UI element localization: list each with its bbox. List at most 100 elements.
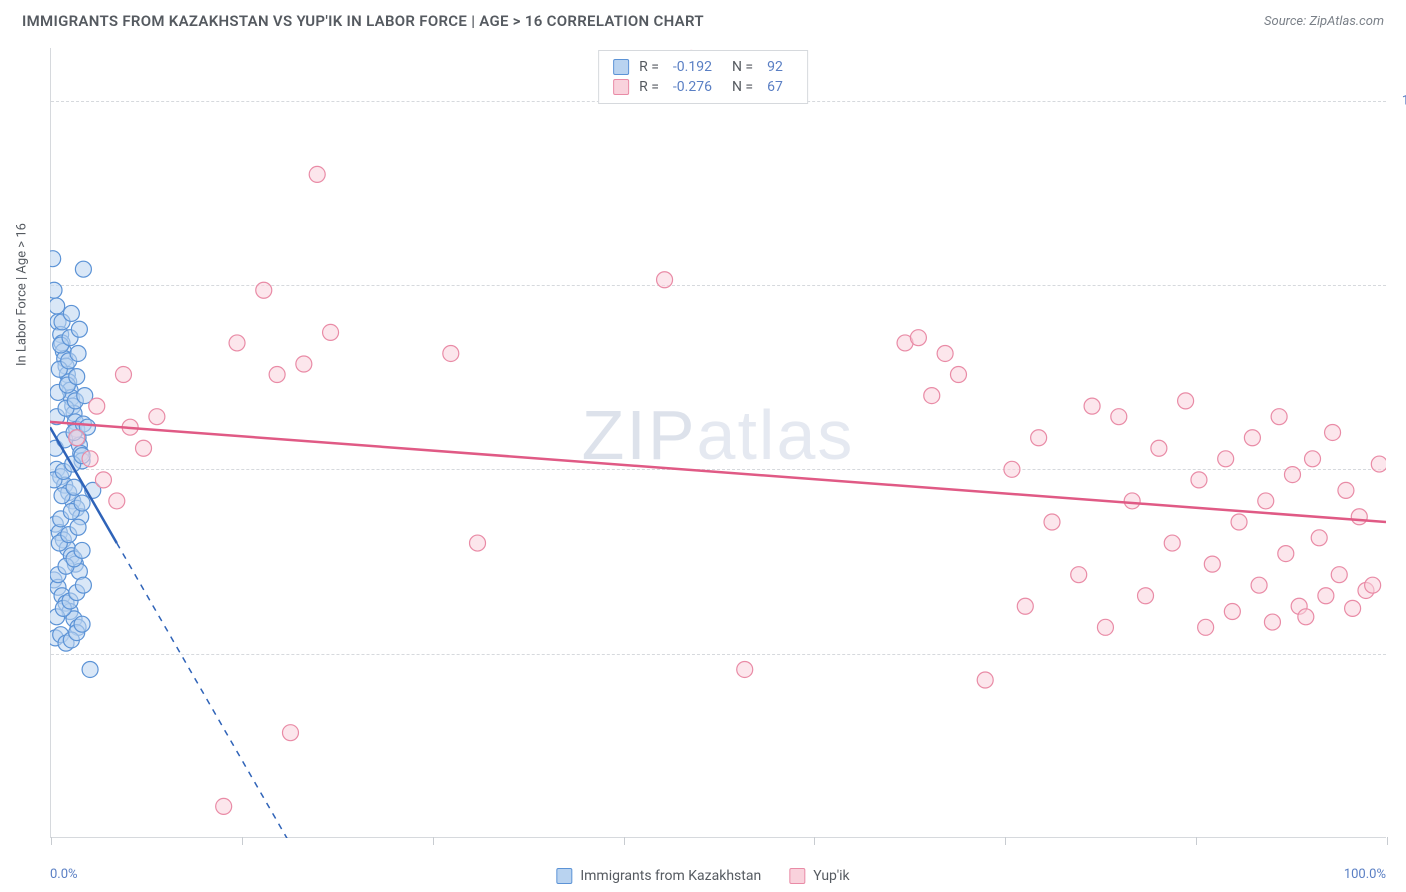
data-point (1331, 567, 1347, 583)
data-point (70, 519, 86, 535)
data-point (470, 535, 486, 551)
data-point (924, 388, 940, 404)
data-point (1097, 619, 1113, 635)
data-point (950, 367, 966, 383)
trend-line (50, 422, 1386, 522)
y-tick-label: 100.0% (1402, 93, 1406, 108)
series-name: Yup'ik (813, 868, 849, 884)
source-attribution: Source: ZipAtlas.com (1264, 14, 1384, 29)
data-point (937, 345, 953, 361)
legend-r-value: -0.192 (673, 59, 712, 75)
data-point (136, 440, 152, 456)
data-point (1164, 535, 1180, 551)
legend-swatch (613, 79, 629, 95)
data-point (1271, 409, 1287, 425)
correlation-legend-row: R = -0.276 N = 67 (613, 77, 793, 97)
data-point (1351, 509, 1367, 525)
data-point (82, 451, 98, 467)
data-point (69, 369, 85, 385)
data-point (1231, 514, 1247, 530)
data-point (1251, 577, 1267, 593)
legend-r-label: R = (639, 79, 659, 95)
data-point (1305, 451, 1321, 467)
series-name: Immigrants from Kazakhstan (580, 868, 761, 884)
legend-n-label: N = (732, 79, 753, 95)
correlation-legend: R = -0.192 N = 92 R = -0.276 N = 67 (598, 50, 808, 104)
legend-swatch (789, 868, 805, 884)
data-point (1204, 556, 1220, 572)
data-point (1198, 619, 1214, 635)
data-point (75, 577, 91, 593)
data-point (82, 661, 98, 677)
data-point (1325, 424, 1341, 440)
data-point (1084, 398, 1100, 414)
data-point (1284, 467, 1300, 483)
legend-n-value: 92 (767, 59, 783, 75)
data-point (1345, 600, 1361, 616)
legend-swatch (556, 868, 572, 884)
data-point (1004, 461, 1020, 477)
series-legend-item: Yup'ik (789, 868, 849, 884)
data-point (50, 282, 62, 298)
correlation-legend-row: R =-0.192N =92 (613, 57, 793, 77)
x-tick (624, 837, 625, 845)
data-point (296, 356, 312, 372)
data-point (256, 282, 272, 298)
data-point (1191, 472, 1207, 488)
x-axis-start-label: 0.0% (50, 867, 78, 882)
data-point (1044, 514, 1060, 530)
data-point (74, 616, 90, 632)
series-legend-item: Immigrants from Kazakhstan (556, 868, 761, 884)
data-point (50, 298, 65, 314)
x-tick (1005, 837, 1006, 845)
x-tick (1196, 837, 1197, 845)
data-point (1218, 451, 1234, 467)
data-point (1111, 409, 1127, 425)
data-point (74, 542, 90, 558)
data-point (149, 409, 165, 425)
data-point (737, 661, 753, 677)
data-point (1244, 430, 1260, 446)
legend-swatch (613, 59, 629, 75)
data-point (75, 261, 91, 277)
x-tick (51, 837, 52, 845)
data-point (1338, 482, 1354, 498)
legend-n-value: 67 (767, 79, 783, 95)
data-point (657, 272, 673, 288)
x-tick (433, 837, 434, 845)
x-tick (1387, 837, 1388, 845)
data-point (1071, 567, 1087, 583)
data-point (1138, 588, 1154, 604)
data-point (977, 672, 993, 688)
data-point (443, 345, 459, 361)
data-point (1371, 456, 1386, 472)
data-point (1318, 588, 1334, 604)
plot-area: 47.5%65.0%82.5%100.0% ZIPatlas (50, 48, 1386, 838)
data-point (309, 166, 325, 182)
data-point (74, 495, 90, 511)
data-point (1224, 604, 1240, 620)
data-point (70, 345, 86, 361)
data-point (1151, 440, 1167, 456)
y-axis-title: In Labor Force | Age > 16 (15, 223, 30, 366)
trend-line-extrapolation (117, 543, 317, 838)
series-legend: Immigrants from Kazakhstan Yup'ik (556, 868, 849, 884)
data-point (229, 335, 245, 351)
legend-r-value: -0.276 (673, 79, 712, 95)
x-axis-end-label: 100.0% (1344, 867, 1386, 882)
data-point (95, 472, 111, 488)
data-point (71, 321, 87, 337)
data-point (1264, 614, 1280, 630)
data-point (1278, 546, 1294, 562)
data-point (1258, 493, 1274, 509)
data-point (1365, 577, 1381, 593)
data-point (910, 330, 926, 346)
chart-title: IMMIGRANTS FROM KAZAKHSTAN VS YUP'IK IN … (22, 12, 704, 30)
data-point (216, 798, 232, 814)
data-point (63, 305, 79, 321)
data-point (1124, 493, 1140, 509)
data-point (1017, 598, 1033, 614)
legend-n-label: N = (732, 59, 753, 75)
data-point (323, 324, 339, 340)
x-tick (242, 837, 243, 845)
